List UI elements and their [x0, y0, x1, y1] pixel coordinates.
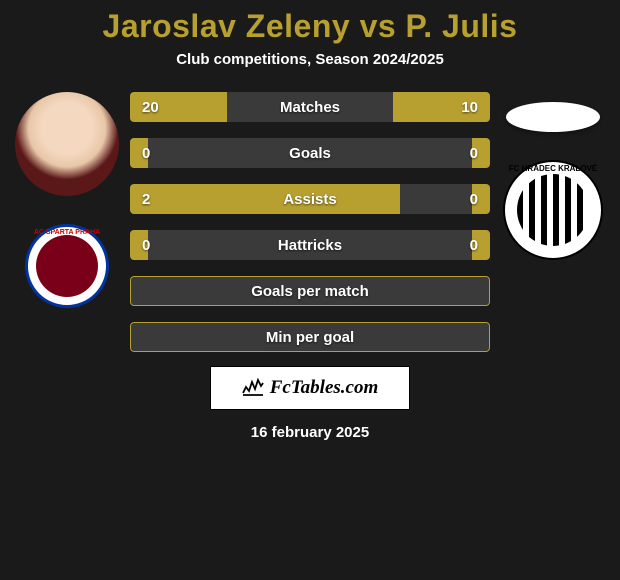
right-column: FC HRADEC KRÁLOVÉ	[498, 92, 608, 260]
stat-right-value: 0	[470, 237, 478, 254]
stat-bar: Min per goal	[130, 322, 490, 352]
bar-mid	[400, 184, 472, 214]
club-right-label: FC HRADEC KRÁLOVÉ	[505, 164, 601, 173]
stat-bar: 20 Matches 10	[130, 92, 490, 122]
club-left-label: AC SPARTA PRAHA	[28, 229, 106, 236]
stat-right-value: 10	[461, 99, 478, 116]
comparison-card: Jaroslav Zeleny vs P. Julis Club competi…	[0, 0, 620, 449]
stat-label: Assists	[283, 191, 336, 208]
left-column: AC SPARTA PRAHA	[12, 92, 122, 308]
club-right-logo: FC HRADEC KRÁLOVÉ	[503, 160, 603, 260]
stat-right-value: 0	[470, 145, 478, 162]
stat-left-value: 0	[142, 237, 150, 254]
page-title: Jaroslav Zeleny vs P. Julis	[103, 8, 518, 45]
stat-bars: 20 Matches 10 0 Goals 0 2 Assists 0 0 Hattricks 0 Go…	[130, 92, 490, 352]
brand-badge[interactable]: FcTables.com	[210, 366, 410, 410]
player-left-avatar	[15, 92, 119, 196]
stat-right-value: 0	[470, 191, 478, 208]
footer-date: 16 february 2025	[251, 424, 369, 441]
bar-left-fill	[130, 184, 400, 214]
subtitle: Club competitions, Season 2024/2025	[176, 51, 444, 68]
brand-spark-icon	[242, 378, 264, 399]
stat-left-value: 20	[142, 99, 159, 116]
stat-label: Goals per match	[251, 283, 369, 300]
stat-label: Min per goal	[266, 329, 354, 346]
player-right-avatar	[506, 102, 600, 132]
stat-bar: 0 Hattricks 0	[130, 230, 490, 260]
main-area: AC SPARTA PRAHA 20 Matches 10 0 Goals 0 2 Assis…	[10, 92, 610, 352]
stat-left-value: 2	[142, 191, 150, 208]
stat-bar: 0 Goals 0	[130, 138, 490, 168]
club-left-logo: AC SPARTA PRAHA	[25, 224, 109, 308]
stat-label: Matches	[280, 99, 340, 116]
stat-label: Hattricks	[278, 237, 342, 254]
stat-label: Goals	[289, 145, 331, 162]
stat-bar: 2 Assists 0	[130, 184, 490, 214]
stat-bar: Goals per match	[130, 276, 490, 306]
brand-text: FcTables.com	[270, 377, 379, 399]
stat-left-value: 0	[142, 145, 150, 162]
